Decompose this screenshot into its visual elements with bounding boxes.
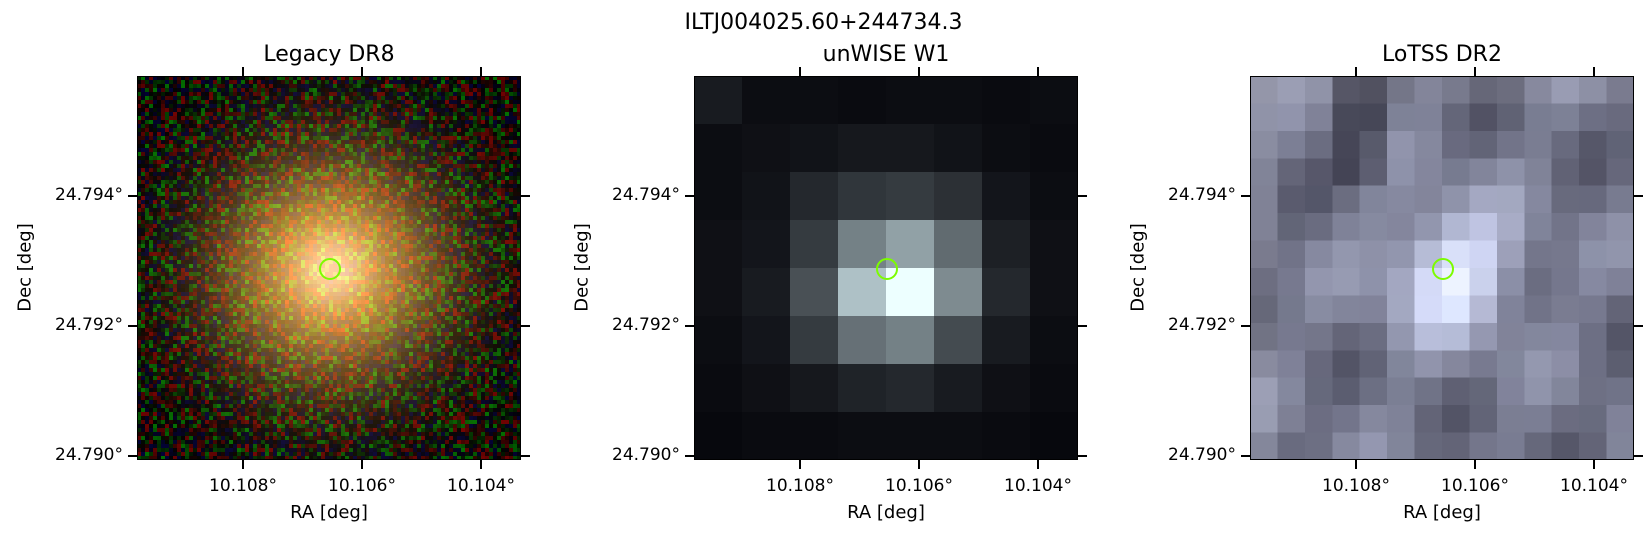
x-tick-mark	[361, 67, 363, 76]
y-axis-label: Dec [deg]	[14, 223, 36, 312]
source-marker-circle	[1432, 258, 1454, 280]
y-tick-label: 24.792°	[55, 315, 123, 335]
x-tick-mark	[480, 460, 482, 469]
panel-title: unWISE W1	[822, 42, 950, 67]
x-tick-mark	[918, 460, 920, 469]
y-tick-mark	[1078, 325, 1087, 327]
y-tick-mark	[1241, 325, 1250, 327]
y-tick-mark	[1634, 195, 1643, 197]
y-tick-label: 24.790°	[55, 445, 123, 465]
x-tick-mark	[1593, 460, 1595, 469]
x-tick-label: 10.108°	[766, 476, 834, 496]
x-tick-mark	[1037, 460, 1039, 469]
y-tick-mark	[1634, 325, 1643, 327]
y-tick-mark	[1078, 195, 1087, 197]
x-tick-label: 10.104°	[1560, 476, 1628, 496]
x-tick-mark	[799, 67, 801, 76]
y-tick-mark	[521, 325, 530, 327]
y-tick-mark	[1078, 455, 1087, 457]
y-tick-mark	[128, 195, 137, 197]
figure-title: ILTJ004025.60+244734.3	[684, 10, 963, 35]
y-tick-mark	[521, 195, 530, 197]
x-tick-mark	[361, 460, 363, 469]
y-tick-mark	[1634, 455, 1643, 457]
x-tick-label: 10.106°	[885, 476, 953, 496]
panel-lotss-dr2: LoTSS DR2 10.108° 10.106° 10.104° 24.794° 24…	[1128, 42, 1643, 523]
y-tick-label: 24.794°	[612, 185, 680, 205]
x-tick-label: 10.108°	[1322, 476, 1390, 496]
x-tick-mark	[1593, 67, 1595, 76]
x-tick-label: 10.104°	[447, 476, 515, 496]
panel-title: LoTSS DR2	[1382, 42, 1502, 67]
panel-unwise-w1: unWISE W1 10.108° 10.106° 10.104° 24.794° 24…	[572, 42, 1087, 523]
y-tick-mark	[685, 325, 694, 327]
x-tick-mark	[1355, 67, 1357, 76]
x-tick-mark	[1474, 67, 1476, 76]
y-tick-label: 24.792°	[1168, 315, 1236, 335]
x-axis-label: RA [deg]	[1403, 502, 1481, 523]
x-tick-label: 10.106°	[328, 476, 396, 496]
x-tick-mark	[918, 67, 920, 76]
y-tick-label: 24.794°	[55, 185, 123, 205]
panel-title: Legacy DR8	[263, 42, 395, 67]
y-tick-mark	[685, 455, 694, 457]
y-tick-label: 24.790°	[1168, 445, 1236, 465]
x-tick-mark	[799, 460, 801, 469]
source-marker-circle	[319, 258, 341, 280]
x-tick-mark	[480, 67, 482, 76]
y-axis-label: Dec [deg]	[1127, 223, 1149, 312]
panel-legacy-dr8: Legacy DR8 10.108° 10.106° 10.104° 24.794° 2…	[15, 42, 530, 523]
x-tick-mark	[1474, 460, 1476, 469]
x-tick-label: 10.104°	[1004, 476, 1072, 496]
y-tick-mark	[128, 325, 137, 327]
x-axis-label: RA [deg]	[290, 502, 368, 523]
x-tick-label: 10.106°	[1441, 476, 1509, 496]
y-tick-mark	[128, 455, 137, 457]
y-tick-mark	[521, 455, 530, 457]
y-tick-mark	[1241, 195, 1250, 197]
y-axis-label: Dec [deg]	[571, 223, 593, 312]
y-tick-label: 24.794°	[1168, 185, 1236, 205]
source-marker-circle	[876, 258, 898, 280]
x-axis-label: RA [deg]	[847, 502, 925, 523]
x-tick-mark	[242, 460, 244, 469]
x-tick-mark	[242, 67, 244, 76]
y-tick-mark	[685, 195, 694, 197]
x-tick-label: 10.108°	[209, 476, 277, 496]
y-tick-label: 24.792°	[612, 315, 680, 335]
y-tick-label: 24.790°	[612, 445, 680, 465]
y-tick-mark	[1241, 455, 1250, 457]
x-tick-mark	[1355, 460, 1357, 469]
x-tick-mark	[1037, 67, 1039, 76]
